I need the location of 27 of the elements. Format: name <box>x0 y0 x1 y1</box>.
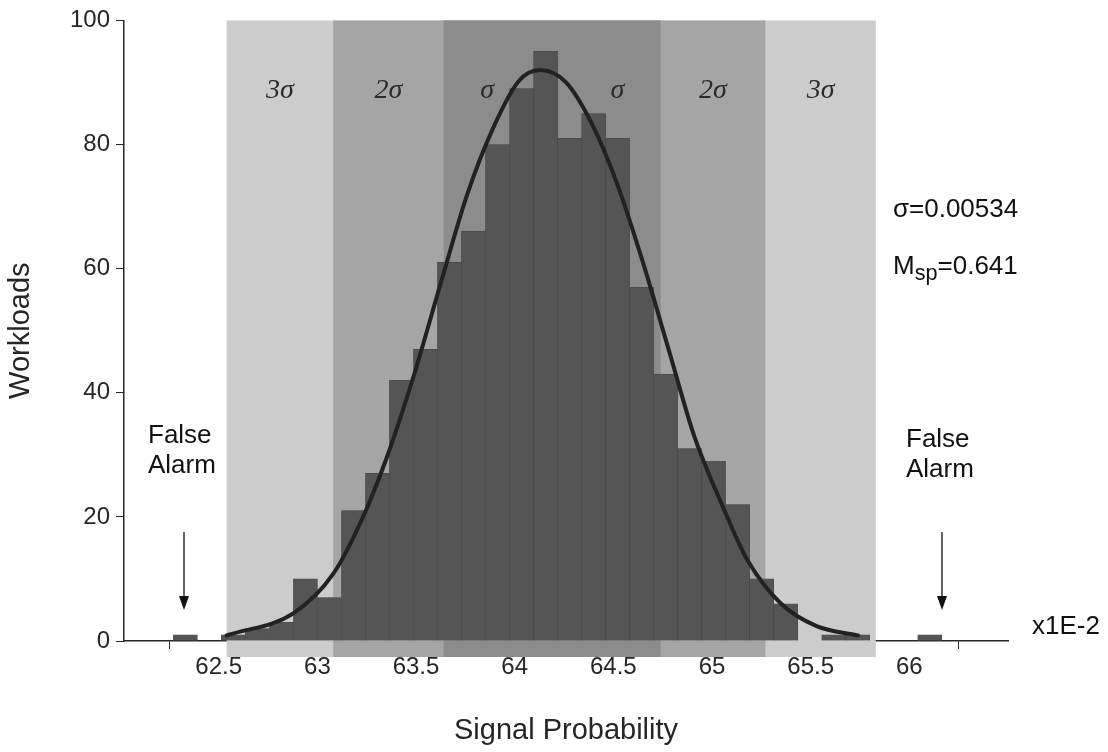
band-label: 2σ <box>699 72 729 104</box>
x-tick-label: 62.5 <box>195 652 243 680</box>
band-label: 3σ <box>264 72 295 104</box>
annotation: False Alarm <box>906 423 975 484</box>
annotation: σ=0.00534 <box>893 193 1019 224</box>
y-axis-title: Workloads <box>3 262 36 399</box>
band-label: σ <box>610 72 626 104</box>
y-tick-label: 40 <box>83 377 110 405</box>
text: 2σ <box>374 72 403 104</box>
x-tick-label: 63 <box>304 652 331 680</box>
y-tick-label: 100 <box>69 5 110 33</box>
text: x1E-2 <box>1032 610 1100 641</box>
x-tick-label: 65 <box>698 652 726 680</box>
y-tick-label: 0 <box>96 625 110 653</box>
x-tick-label: 65.5 <box>787 652 835 680</box>
y-tick-label: 80 <box>83 129 110 157</box>
text: 3σ <box>806 72 835 104</box>
y-tick-label: 60 <box>83 253 110 281</box>
annotation: M$_{sp}$=0.641 <box>893 250 1018 287</box>
x-tick-label: 63.5 <box>392 652 440 680</box>
x-tick-label: 64.5 <box>590 652 637 680</box>
y-tick-label: 20 <box>83 501 110 529</box>
x-axis-title: Signal Probability <box>453 712 679 745</box>
x-tick-label: 66 <box>895 652 923 680</box>
annotation: False Alarm <box>148 419 217 480</box>
text: σ <box>480 72 494 104</box>
x-tick-label: 64 <box>501 652 529 680</box>
